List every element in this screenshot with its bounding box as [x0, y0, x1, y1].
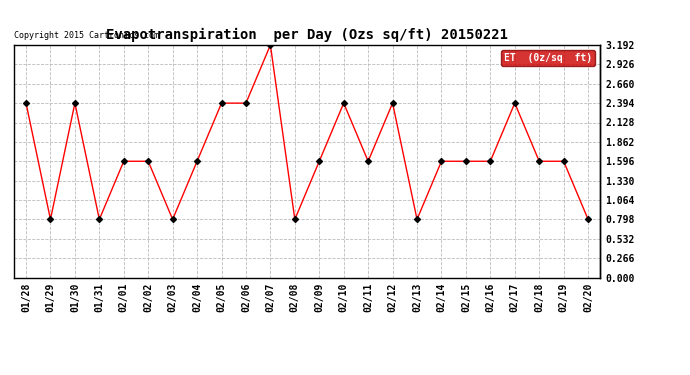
- Legend: ET  (0z/sq  ft): ET (0z/sq ft): [502, 50, 595, 66]
- Title: Evapotranspiration  per Day (Ozs sq/ft) 20150221: Evapotranspiration per Day (Ozs sq/ft) 2…: [106, 28, 508, 42]
- Text: Copyright 2015 Cartronics.com: Copyright 2015 Cartronics.com: [14, 32, 159, 40]
